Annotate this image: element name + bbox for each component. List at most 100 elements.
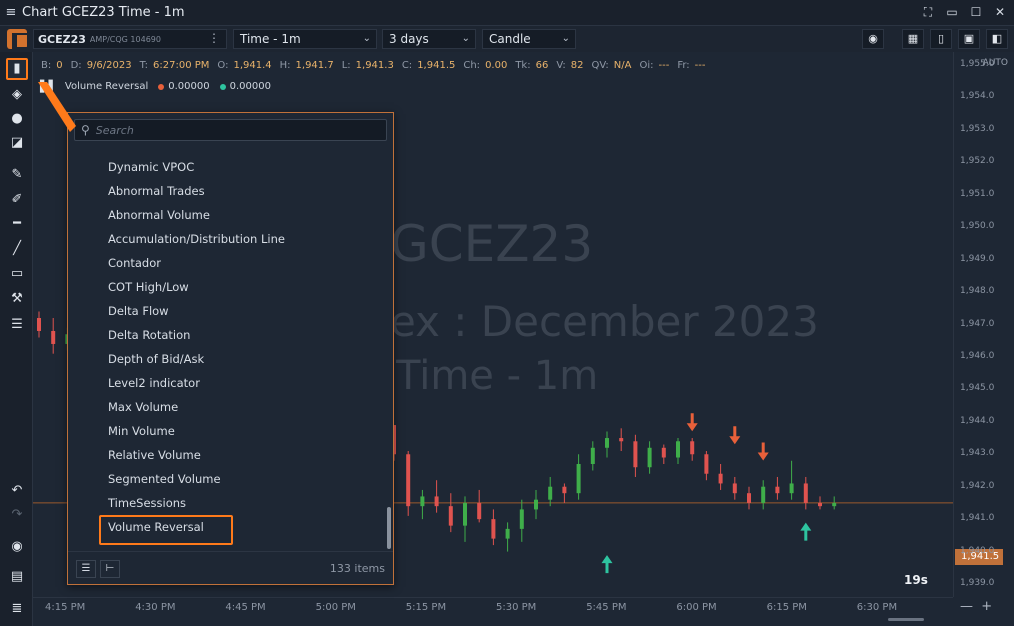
candle — [406, 451, 411, 516]
candle — [420, 489, 425, 520]
redo-icon[interactable]: ↷ — [11, 507, 23, 522]
hamburger-menu-icon[interactable]: ≡ — [5, 5, 17, 20]
rectangle-icon[interactable]: ▭ — [10, 266, 24, 281]
indicator-list-item[interactable]: Abnormal Volume — [108, 208, 210, 222]
indicator-name[interactable]: Volume Reversal — [64, 81, 149, 92]
candle — [548, 476, 553, 507]
indicator-list-item[interactable]: Delta Flow — [108, 304, 169, 318]
panel-toggle-icon[interactable] — [7, 29, 29, 49]
indicator-list-item[interactable]: Max Volume — [108, 400, 179, 414]
info-value: 0.00 — [485, 59, 508, 71]
search-input[interactable] — [95, 123, 376, 137]
candle — [690, 438, 695, 461]
indicator-list-item[interactable]: TimeSessions — [108, 496, 187, 510]
bullish-reversal-arrow — [800, 522, 812, 541]
layers-icon[interactable]: ◈ — [12, 87, 22, 102]
ruler-icon[interactable]: ◪ — [10, 135, 24, 150]
timeframe-value: Time - 1m — [240, 32, 301, 46]
eraser-icon[interactable]: ✎ — [11, 167, 23, 182]
price-tick: 1,955.0 — [960, 58, 995, 69]
range-value: 3 days — [389, 32, 429, 46]
indicator-list-item[interactable]: COT High/Low — [108, 280, 189, 294]
symbol-label: GCEZ23 — [38, 32, 86, 46]
indicator-list-item[interactable]: Volume Reversal — [68, 515, 388, 545]
info-value: 0 — [56, 59, 63, 71]
mouse-icon[interactable]: ▯ — [930, 29, 952, 49]
candle — [818, 496, 822, 510]
chart-type-value: Candle — [489, 32, 531, 46]
sidebar-toggle-icon[interactable]: ◧ — [986, 29, 1008, 49]
time-scrollbar[interactable] — [888, 618, 924, 621]
candle — [519, 499, 524, 542]
info-value: 6:27:00 PM — [153, 59, 210, 71]
indicator-list-item[interactable]: Accumulation/Distribution Line — [108, 232, 285, 246]
info-value: 1,941.4 — [233, 59, 272, 71]
candle — [477, 489, 482, 523]
price-tick: 1,939.0 — [960, 578, 995, 589]
template-icon[interactable]: ☰ — [11, 317, 23, 332]
alert-bell-icon[interactable]: ● — [11, 111, 23, 126]
candle — [661, 444, 666, 464]
indicator-list: Dynamic VPOC Abnormal Trades Abnormal Volu… — [68, 155, 388, 545]
bullish-reversal-arrow — [601, 555, 613, 574]
maximize-icon[interactable]: ☐ — [970, 5, 982, 19]
info-key: B: — [41, 59, 52, 71]
chart-type-dropdown[interactable]: Candle ⌄ — [482, 29, 576, 49]
indicator-list-item[interactable]: Segmented Volume — [108, 472, 221, 486]
chevron-down-icon: ⌄ — [461, 33, 470, 44]
visibility-eye-icon[interactable]: ◉ — [11, 539, 23, 554]
range-dropdown[interactable]: 3 days ⌄ — [382, 29, 476, 49]
undo-icon[interactable]: ↶ — [11, 483, 23, 498]
bearish-reversal-arrow — [757, 442, 769, 461]
trade-panel-icon[interactable]: ▣ — [958, 29, 980, 49]
minimize-icon[interactable]: ▭ — [946, 5, 958, 19]
candle — [491, 509, 496, 546]
price-tick: 1,942.0 — [960, 480, 995, 491]
symbol-selector[interactable]: GCEZ23 AMP/CQG 104690 ⋮ — [33, 29, 227, 49]
indicator-list-item[interactable]: Dynamic VPOC — [108, 160, 195, 174]
list-scrollbar[interactable] — [387, 507, 391, 549]
current-price-label: 1,941.5 — [955, 549, 1003, 565]
indicator-list-item[interactable]: Delta Rotation — [108, 328, 191, 342]
indicator-list-item[interactable]: Min Volume — [108, 424, 175, 438]
indicators-icon[interactable]: ▮ — [6, 58, 28, 80]
indicator-list-item[interactable]: Abnormal Trades — [108, 184, 205, 198]
close-icon[interactable]: ✕ — [994, 5, 1006, 19]
list-view-icon[interactable]: ☰ — [76, 560, 96, 578]
dom-icon[interactable]: ▦ — [902, 29, 924, 49]
zoom-controls[interactable]: — + — [960, 599, 993, 614]
indicator-list-item[interactable]: Relative Volume — [108, 448, 201, 462]
info-key: Tk: — [515, 59, 531, 71]
time-tick: 4:30 PM — [135, 602, 176, 613]
auto-scale-label[interactable]: AUTO — [982, 58, 1008, 68]
candle — [633, 434, 638, 477]
indicator-list-item[interactable]: Level2 indicator — [108, 376, 200, 390]
timeframe-dropdown[interactable]: Time - 1m ⌄ — [233, 29, 377, 49]
analysis-icon[interactable]: ◉ — [862, 29, 884, 49]
candle — [576, 454, 581, 500]
more-options-icon[interactable]: ⋮ — [208, 31, 220, 45]
trash-icon[interactable]: ▤ — [10, 569, 24, 584]
list-icon[interactable]: ≣ — [11, 601, 23, 616]
info-value: --- — [658, 59, 670, 71]
indicator-list-item[interactable]: Depth of Bid/Ask — [108, 352, 205, 366]
search-box[interactable]: ⚲ — [74, 119, 387, 141]
fibonacci-icon[interactable]: ⚒ — [11, 291, 23, 306]
indicator-list-item[interactable]: Contador — [108, 256, 161, 270]
price-scale[interactable]: AUTO 1,941.5 1,955.0 1,954.0 1,953.0 1,952.… — [953, 52, 1014, 597]
info-key: L: — [341, 59, 351, 71]
fullscreen-icon[interactable]: ⛶ — [923, 5, 933, 19]
chevron-down-icon: ⌄ — [362, 33, 371, 44]
time-tick: 4:15 PM — [45, 602, 86, 613]
tree-view-icon[interactable]: ⊢ — [100, 560, 120, 578]
info-value: 66 — [535, 59, 549, 71]
time-scale[interactable]: 4:15 PM 4:30 PM 4:45 PM 5:00 PM 5:15 PM 5:30 … — [33, 597, 953, 617]
info-value: --- — [694, 59, 706, 71]
chart-toolbar: GCEZ23 AMP/CQG 104690 ⋮ Time - 1m ⌄ 3 day… — [0, 26, 1014, 52]
search-icon: ⚲ — [81, 123, 90, 137]
brush-icon[interactable]: ✐ — [11, 192, 23, 207]
horizontal-line-icon[interactable]: ━ — [13, 216, 21, 231]
info-value: 82 — [570, 59, 584, 71]
candle — [718, 463, 723, 490]
trend-line-icon[interactable]: ╱ — [13, 241, 21, 256]
